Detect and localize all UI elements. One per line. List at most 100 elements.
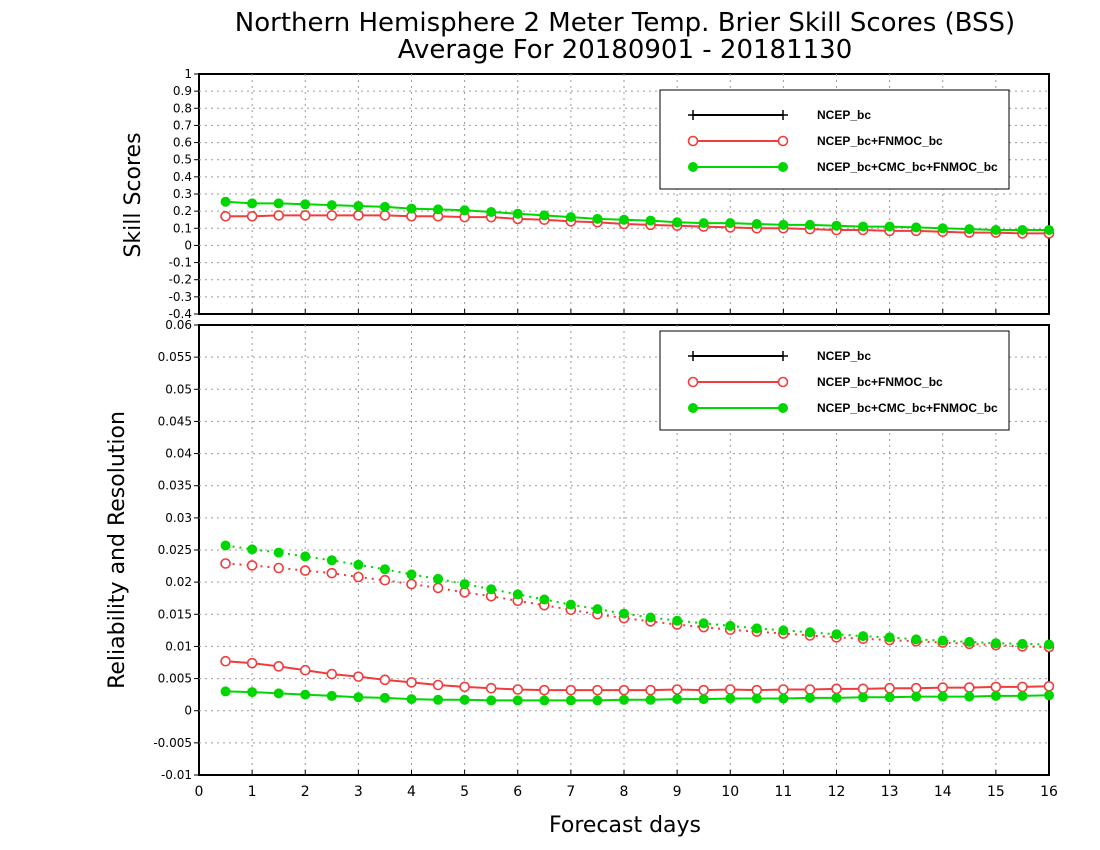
data-point bbox=[299, 210, 311, 221]
data-point bbox=[326, 668, 338, 680]
data-point bbox=[273, 198, 284, 209]
series-line bbox=[225, 690, 1050, 702]
data-point bbox=[858, 221, 869, 232]
y-axis-label: Reliability and Resolution bbox=[105, 411, 130, 689]
data-point bbox=[619, 694, 629, 705]
chart-title-line2: Average For 20180901 - 20181130 bbox=[398, 35, 853, 65]
x-tick-label: 12 bbox=[828, 784, 846, 800]
data-point bbox=[299, 664, 311, 676]
y-tick-label: 0.01 bbox=[165, 639, 192, 653]
data-point bbox=[220, 210, 231, 222]
x-tick-label: 14 bbox=[934, 784, 952, 800]
y-tick-label: -0.4 bbox=[169, 307, 192, 321]
x-tick-label: 7 bbox=[566, 784, 575, 800]
data-point bbox=[724, 684, 736, 695]
data-point bbox=[751, 623, 762, 634]
y-tick-label: 1 bbox=[184, 67, 192, 81]
data-point bbox=[379, 692, 390, 703]
series-line bbox=[225, 214, 1049, 235]
data-point bbox=[831, 683, 842, 695]
legend-marker bbox=[778, 351, 788, 361]
y-axis-label: Skill Scores bbox=[121, 132, 146, 257]
data-point bbox=[353, 559, 364, 570]
data-point bbox=[220, 540, 231, 551]
data-point bbox=[246, 560, 258, 571]
data-point bbox=[220, 558, 231, 569]
legend-marker bbox=[688, 162, 698, 172]
data-point bbox=[300, 551, 311, 562]
data-point bbox=[592, 213, 603, 224]
data-point bbox=[857, 683, 869, 695]
data-point bbox=[804, 684, 816, 695]
y-tick-label: 0.3 bbox=[173, 187, 192, 201]
data-point bbox=[725, 693, 736, 704]
data-point bbox=[379, 210, 391, 221]
legend-marker bbox=[688, 403, 698, 413]
data-point bbox=[804, 692, 815, 703]
data-point bbox=[778, 219, 789, 230]
data-point bbox=[539, 210, 550, 221]
data-point bbox=[964, 224, 975, 235]
data-point bbox=[379, 574, 391, 586]
data-point bbox=[698, 684, 709, 696]
legend-marker bbox=[688, 351, 698, 361]
data-point bbox=[512, 589, 523, 600]
data-point bbox=[565, 212, 576, 223]
legend: NCEP_bc NCEP_bc+FNMOC_bc NCEP_bc+CMC_bc+FN… bbox=[659, 89, 1010, 190]
x-tick-label: 15 bbox=[987, 784, 1005, 800]
series-line bbox=[225, 562, 1050, 649]
data-point bbox=[751, 693, 762, 704]
data-point bbox=[379, 674, 391, 686]
data-point bbox=[406, 578, 417, 590]
data-point bbox=[1044, 690, 1054, 701]
data-point bbox=[433, 573, 444, 584]
data-point bbox=[406, 677, 417, 688]
data-point bbox=[353, 692, 364, 703]
data-point bbox=[990, 638, 1001, 649]
data-point bbox=[406, 569, 417, 580]
legend-marker bbox=[688, 110, 698, 120]
data-point bbox=[884, 682, 895, 694]
y-tick-label: 0.03 bbox=[165, 511, 192, 525]
y-tick-label: 0.1 bbox=[173, 221, 192, 235]
data-point bbox=[645, 612, 656, 623]
data-point bbox=[326, 210, 338, 221]
x-tick-label: 6 bbox=[513, 784, 522, 800]
data-point bbox=[1017, 690, 1028, 701]
data-point bbox=[220, 655, 231, 667]
data-point bbox=[964, 682, 975, 693]
data-point bbox=[459, 579, 470, 590]
data-point bbox=[698, 218, 709, 229]
data-point bbox=[804, 219, 815, 230]
x-tick-label: 2 bbox=[301, 784, 310, 800]
data-point bbox=[485, 682, 497, 694]
x-tick-label: 5 bbox=[460, 784, 469, 800]
data-point bbox=[831, 692, 842, 703]
legend-label: NCEP_bc+FNMOC_bc bbox=[817, 375, 943, 389]
data-point bbox=[804, 627, 815, 638]
data-point bbox=[672, 615, 683, 626]
data-point bbox=[512, 208, 523, 219]
data-point bbox=[246, 657, 258, 669]
y-tick-label: 0.025 bbox=[158, 543, 192, 557]
y-tick-label: 0.015 bbox=[158, 607, 192, 621]
data-point bbox=[778, 693, 789, 704]
data-point bbox=[220, 196, 231, 207]
data-point bbox=[618, 684, 630, 696]
data-point bbox=[910, 682, 922, 694]
data-point bbox=[512, 695, 523, 706]
y-tick-label: 0.5 bbox=[173, 153, 192, 167]
legend-label: NCEP_bc+FNMOC_bc bbox=[817, 134, 943, 148]
y-tick-label: 0.055 bbox=[158, 350, 192, 364]
data-point bbox=[831, 220, 842, 231]
data-point bbox=[247, 544, 258, 555]
data-point bbox=[858, 692, 869, 703]
data-point bbox=[459, 205, 470, 216]
data-point bbox=[937, 691, 948, 702]
data-point bbox=[592, 604, 603, 615]
legend-marker bbox=[777, 135, 789, 147]
data-point bbox=[379, 564, 390, 575]
data-point bbox=[565, 684, 577, 696]
data-point bbox=[273, 562, 284, 574]
